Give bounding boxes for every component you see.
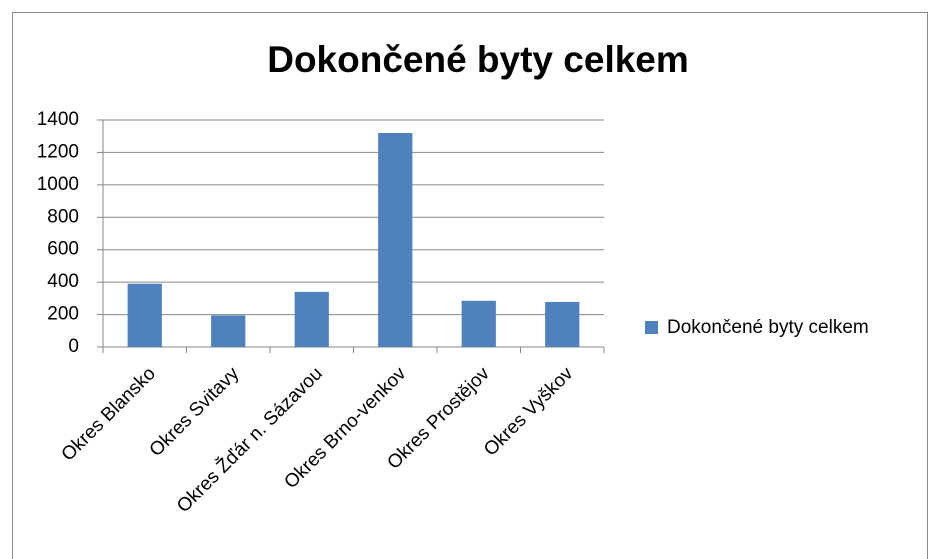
bar: [211, 315, 246, 347]
bar: [545, 301, 580, 347]
y-tick-label: 400: [47, 271, 79, 292]
chart-title: Dokončené byty celkem: [267, 39, 689, 80]
bar: [294, 291, 329, 347]
y-tick-label: 1200: [37, 141, 79, 162]
legend-swatch: [645, 321, 658, 334]
bar: [378, 132, 413, 347]
y-tick-label: 1000: [37, 174, 79, 195]
y-tick-label: 600: [47, 239, 79, 260]
bar: [461, 300, 496, 347]
bar: [127, 283, 162, 347]
legend-label: Dokončené byty celkem: [667, 317, 869, 338]
y-tick-label: 0: [68, 336, 79, 357]
y-tick-label: 800: [47, 206, 79, 227]
chart-frame: [12, 12, 928, 559]
y-tick-label: 1400: [37, 109, 79, 130]
y-tick-label: 200: [47, 304, 79, 325]
